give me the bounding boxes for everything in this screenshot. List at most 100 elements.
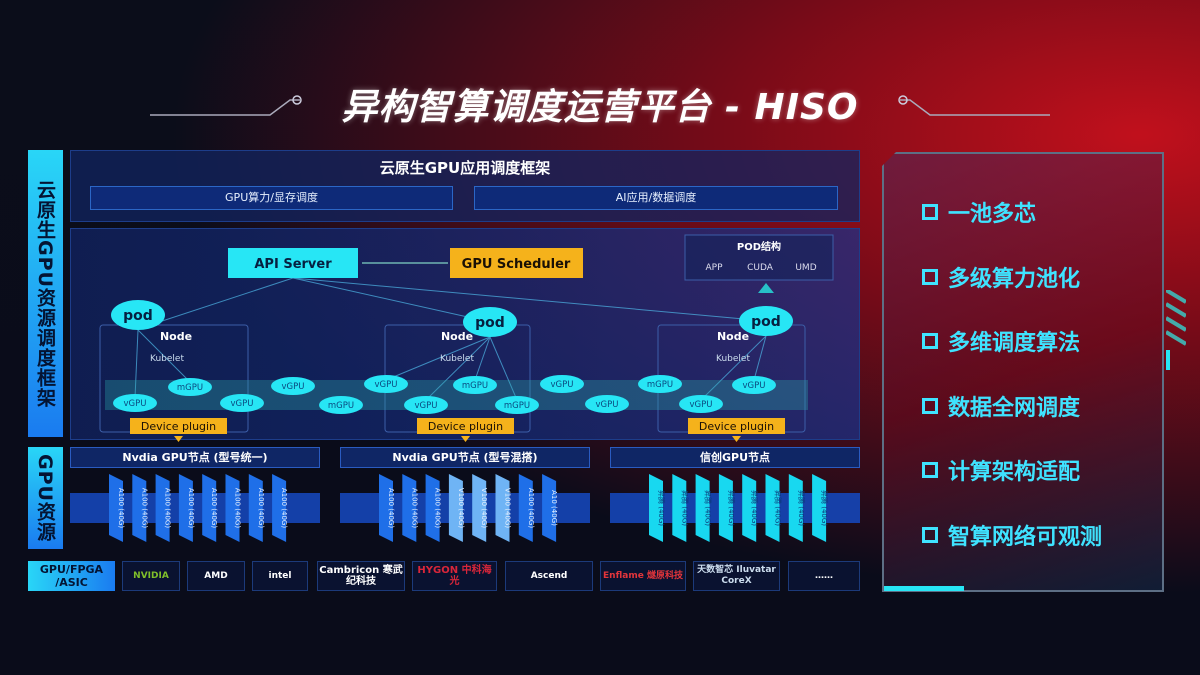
gpu-unit-label: vGPU: [415, 401, 438, 411]
gpu-unit-label: mGPU: [462, 381, 488, 391]
pod-label: pod: [123, 308, 153, 324]
pod-node: pod: [739, 306, 793, 336]
gpu-unit: mGPU: [638, 375, 682, 393]
stripe-decoration: [1166, 290, 1186, 370]
gpu-card: V100 (40G): [495, 474, 512, 542]
gpu-unit: vGPU: [585, 395, 629, 413]
gpu-unit: vGPU: [540, 375, 584, 393]
gpu-card-label: A100 (40G): [187, 488, 195, 528]
gpu-scheduler-label: GPU Scheduler: [462, 257, 571, 272]
gpu-card-label: A100 (40G): [280, 488, 288, 528]
checkbox-square-icon: [922, 397, 938, 414]
feature-label: 智算网络可观测: [948, 524, 1103, 550]
gpu-card: 昇腾 (40G): [695, 474, 713, 542]
feature-label: 多维调度算法: [948, 331, 1081, 356]
vendor-logo: AMD: [187, 561, 245, 591]
gpu-unit-label: mGPU: [504, 401, 530, 411]
gpu-card: A100 (40G): [425, 474, 442, 542]
down-arrow-icon: [732, 436, 741, 442]
gpu-unit-label: vGPU: [690, 400, 713, 410]
gpu-unit: mGPU: [453, 376, 497, 394]
gpu-scheduler-button: GPU Scheduler: [450, 248, 583, 278]
gpu-card-label: V100 (40G): [480, 488, 488, 528]
kubelet-label: Kubelet: [150, 354, 184, 364]
gpu-card: A100 (40G): [272, 474, 288, 542]
vendor-logo: intel: [252, 561, 308, 591]
gpu-card-label: 昇腾 (40G): [657, 490, 666, 526]
gpu-unit: vGPU: [679, 395, 723, 413]
kubelet-label: Kubelet: [440, 354, 474, 364]
gpu-card: 昇腾 (40G): [718, 474, 736, 542]
gpu-node-header: 信创GPU节点: [610, 447, 860, 468]
checkbox-square-icon: [922, 204, 938, 220]
vendor-logo: Cambricon 寒武纪科技: [317, 561, 405, 591]
gpu-unit-label: vGPU: [743, 381, 766, 391]
gpu-card: 昇腾 (40G): [672, 474, 689, 542]
node-label: Node: [441, 330, 473, 343]
feature-item: 多维调度算法: [922, 325, 1080, 357]
gpu-card-label: V100 (40G): [504, 488, 512, 528]
accent-bar: [884, 586, 964, 591]
pod-item-umd: UMD: [795, 263, 816, 273]
gpu-card-label: A100 (40G): [434, 488, 442, 528]
gpu-card: A100 (40G): [402, 474, 418, 542]
chips-label: GPU/FPGA /ASIC: [28, 561, 115, 591]
gpu-card: 昇腾 (40G): [765, 474, 783, 542]
gpu-unit-label: mGPU: [647, 380, 673, 390]
gpu-unit: vGPU: [220, 394, 264, 412]
features-panel: [882, 152, 1164, 592]
gpu-card-label: 昇腾 (40G): [797, 490, 806, 526]
gpu-unit-label: vGPU: [124, 399, 147, 409]
checkbox-square-icon: [922, 333, 938, 349]
gpu-card-label: A100 (40G): [257, 488, 265, 528]
gpu-card-label: A100 (40G): [164, 488, 172, 528]
gpu-card: A100 (40G): [155, 474, 172, 542]
feature-label: 一池多芯: [948, 202, 1037, 227]
vendor-logo: ……: [788, 561, 860, 591]
gpu-card-label: A10 (40G): [550, 490, 558, 526]
pod-structure-box: POD结构 APP CUDA UMD: [684, 234, 834, 281]
gpu-card: 昇腾 (40G): [742, 474, 759, 542]
device-plugin-label: Device plugin: [141, 420, 216, 433]
vendor-logo: NVIDIA: [122, 561, 180, 591]
gpu-card-label: A100 (40G): [410, 488, 418, 528]
feature-label: 数据全网调度: [948, 395, 1081, 421]
gpu-card-label: 昇腾 (40G): [680, 490, 689, 526]
checkbox-square-icon: [922, 526, 938, 543]
gpu-card: 昇腾 (40G): [788, 474, 806, 542]
gpu-unit-label: mGPU: [328, 401, 354, 411]
vendor-logo: Enflame 燧原科技: [600, 561, 686, 591]
gpu-card: A10 (40G): [542, 474, 558, 542]
gpu-unit-label: vGPU: [282, 382, 305, 392]
ai-data-scheduling: AI应用/数据调度: [474, 186, 838, 210]
feature-item: 智算网络可观测: [922, 519, 1102, 551]
device-plugin-label: Device plugin: [428, 420, 503, 433]
gpu-unit-label: vGPU: [551, 380, 574, 390]
gpu-card: A100 (40G): [109, 474, 125, 542]
gpu-card: A100 (40G): [132, 474, 148, 542]
gpu-card: A100 (40G): [202, 474, 218, 542]
resources-label: GPU资源: [28, 447, 63, 549]
gpu-compute-scheduling: GPU算力/显存调度: [90, 186, 453, 210]
up-arrow-icon: [758, 283, 774, 293]
feature-item: 一池多芯: [922, 196, 1036, 228]
gpu-card-label: V100 (40G): [457, 488, 465, 528]
checkbox-square-icon: [922, 268, 938, 285]
feature-item: 数据全网调度: [922, 390, 1080, 422]
vendor-logo: Ascend: [505, 561, 593, 591]
pod-structure-title: POD结构: [737, 240, 781, 253]
gpu-unit: vGPU: [271, 377, 315, 395]
pod-item-app: APP: [705, 263, 723, 273]
device-plugin: Device plugin: [130, 418, 227, 442]
gpu-unit: mGPU: [319, 396, 363, 414]
gpu-unit-label: vGPU: [231, 399, 254, 409]
scheduling-diagram: API Server GPU Scheduler POD结构 APP CUDA …: [70, 234, 860, 542]
gpu-card: V100 (40G): [448, 474, 465, 542]
feature-item: 多级算力池化: [922, 261, 1080, 293]
gpu-card-label: 昇腾 (40G): [820, 490, 829, 526]
kubelet-label: Kubelet: [716, 354, 750, 364]
gpu-card-label: 昇腾 (40G): [704, 490, 713, 526]
gpu-unit: vGPU: [113, 394, 157, 412]
node-label: Node: [717, 330, 749, 343]
gpu-card-label: 昇腾 (40G): [774, 490, 783, 526]
